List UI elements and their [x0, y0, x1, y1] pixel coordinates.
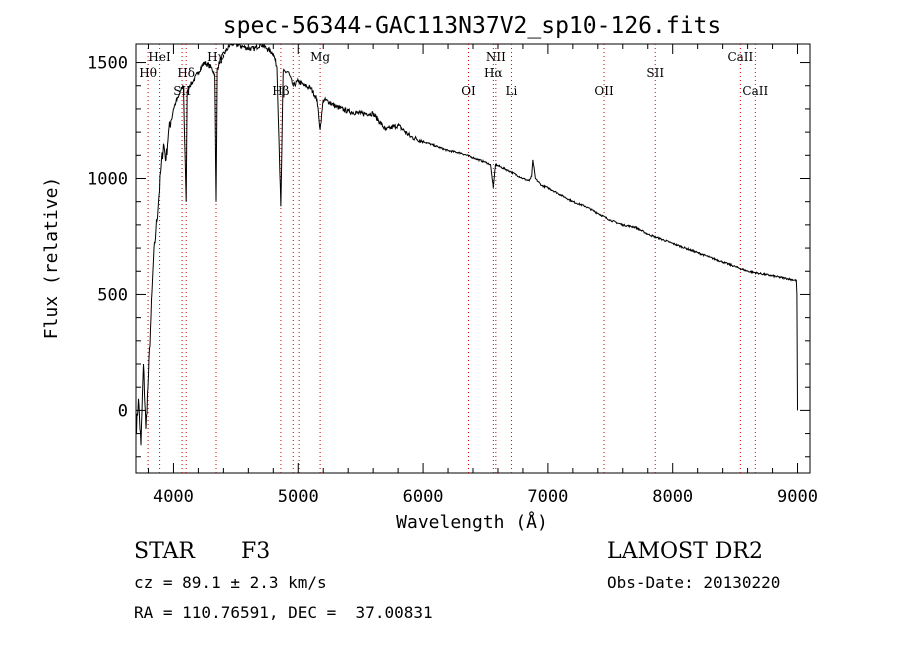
spectral-line-markers [147, 44, 756, 473]
object-subclass: F3 [241, 539, 271, 564]
line-label: OII [594, 84, 614, 98]
y-tick-label: 1500 [87, 54, 128, 74]
y-axis: 0 500 1000 1500 [87, 54, 810, 458]
line-label: Hθ [139, 66, 157, 80]
line-label: Mg [310, 50, 330, 64]
x-tick-label: 7000 [527, 487, 568, 507]
line-label: OI [461, 84, 476, 98]
line-label: CaII [727, 50, 753, 64]
line-label: NII [486, 50, 506, 64]
y-tick-label: 0 [118, 401, 128, 421]
line-label: Hα [484, 66, 503, 80]
line-label: Hδ [177, 66, 195, 80]
survey-name: LAMOST DR2 [607, 539, 763, 564]
object-class: STAR [134, 539, 195, 564]
x-axis: 4000 5000 6000 7000 8000 9000 [147, 44, 818, 507]
x-tick-label: 5000 [278, 487, 319, 507]
plot-frame [135, 43, 811, 474]
x-axis-label: Wavelength (Å) [396, 511, 548, 533]
coordinates: RA = 110.76591, DEC = 37.00831 [134, 603, 433, 622]
line-label: Li [506, 84, 518, 98]
line-label: Hβ [272, 84, 289, 98]
x-tick-label: 8000 [652, 487, 693, 507]
y-axis-label: Flux (relative) [41, 177, 62, 340]
spectrum-line [136, 43, 798, 446]
x-tick-label: 9000 [777, 487, 818, 507]
chart-title: spec-56344-GAC113N37V2_sp10-126.fits [223, 13, 722, 39]
line-label: HeI [148, 50, 171, 64]
line-label: CaII [742, 84, 768, 98]
observation-date: Obs-Date: 20130220 [607, 573, 781, 592]
line-label: Hγ [207, 50, 225, 64]
y-tick-label: 500 [97, 285, 128, 305]
redshift-velocity: cz = 89.1 ± 2.3 km/s [134, 573, 327, 592]
x-tick-label: 4000 [153, 487, 194, 507]
x-tick-label: 6000 [403, 487, 444, 507]
line-label: SII [646, 66, 664, 80]
y-tick-label: 1000 [87, 169, 128, 189]
